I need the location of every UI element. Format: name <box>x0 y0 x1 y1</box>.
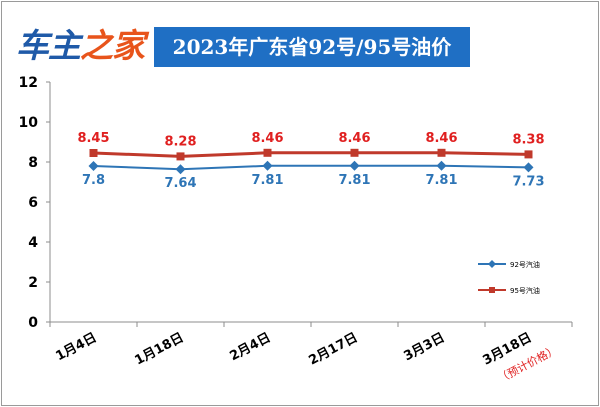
x-tick-label: 1月18日 <box>132 330 186 368</box>
x-tick-label: 2月4日 <box>227 330 273 364</box>
y-tick-label: 12 <box>19 75 38 91</box>
series-95-data-label: 8.46 <box>251 131 283 146</box>
series-95-point <box>263 148 272 157</box>
chart-title: 2023年广东省92号/95号油价 <box>154 27 470 67</box>
series-92-point <box>523 162 534 173</box>
y-tick-label: 6 <box>28 195 38 211</box>
series-92-data-label: 7.81 <box>338 173 370 188</box>
series-95-point <box>89 149 98 157</box>
series-92-data-label: 7.81 <box>425 173 457 188</box>
series-92-point <box>262 160 273 171</box>
series-95-data-label: 8.28 <box>164 134 196 149</box>
series-92-data-label: 7.8 <box>82 173 105 188</box>
series-95-point <box>524 150 533 159</box>
series-92-data-label: 7.81 <box>251 173 283 188</box>
legend-95-swatch-marker <box>489 287 495 293</box>
series-95-data-label: 8.46 <box>338 131 370 146</box>
y-tick-label: 10 <box>19 115 39 131</box>
series-95-data-label: 8.38 <box>512 132 544 147</box>
series-95-point <box>437 148 446 157</box>
series-92-line <box>93 164 529 171</box>
y-tick-label: 8 <box>28 155 38 171</box>
logo-text-part1: 车主 <box>16 26 81 65</box>
series-95-point <box>350 148 359 157</box>
legend-92-swatch-marker <box>488 260 496 268</box>
y-tick-label: 4 <box>28 235 38 251</box>
series-92-point <box>436 160 447 171</box>
x-tick-label: 3月3日 <box>401 330 447 364</box>
y-tick-label: 0 <box>28 315 38 331</box>
legend-92-label: 92号汽油 <box>510 260 540 269</box>
x-tick-label: 1月4日 <box>53 330 99 364</box>
series-95-point <box>176 152 185 161</box>
series-95-line <box>93 151 529 158</box>
legend-95-label: 95号汽油 <box>510 286 540 295</box>
series-92-data-label: 7.64 <box>164 176 196 191</box>
series-92-point <box>349 160 360 171</box>
x-tick-label: 2月17日 <box>306 330 360 368</box>
logo-text-part2: 之家 <box>80 26 145 65</box>
series-95-data-label: 8.46 <box>425 131 457 146</box>
series-92-data-label: 7.73 <box>512 174 544 189</box>
brand-logo: 车主之家 <box>16 26 145 66</box>
series-95-data-label: 8.45 <box>77 131 109 146</box>
series-92-point <box>88 161 99 171</box>
series-92-point <box>175 164 186 175</box>
y-tick-label: 2 <box>28 275 38 291</box>
